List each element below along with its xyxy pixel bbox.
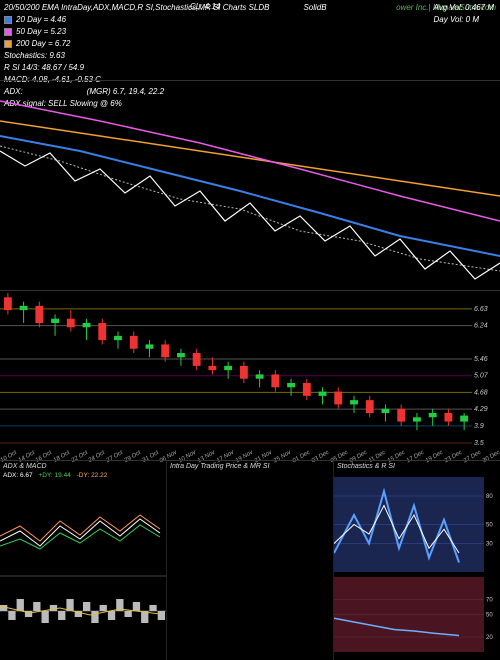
ema200-label: 200 Day = 6.72 [16,38,70,50]
stoch-title: Stochastics & R SI [334,461,500,472]
adx-metrics: ADX: 6.67 +DY: 19.44 -DY: 22.22 [0,472,166,481]
svg-text:50: 50 [486,613,493,619]
stochastics-panel: Stochastics & R SI 80 50 30 70 50 20 [334,461,500,660]
svg-text:6.63: 6.63 [474,306,488,313]
ema20-label: 20 Day = 4.46 [16,14,66,26]
stochastics-label: Stochastics: 9.63 [4,50,65,62]
header-block: 20/50/200 EMA IntraDay,ADX,MACD,R SI,Sto… [0,0,500,80]
ema-chart-svg [0,81,500,291]
header-title: 20/50/200 EMA IntraDay,ADX,MACD,R SI,Sto… [4,2,269,14]
ema-chart-panel [0,80,500,290]
rsi-label: R SI 14/3: 48.67 / 54.9 [4,62,84,74]
svg-text:20: 20 [486,635,493,641]
volume-block: Avg Vol: 0.467 M Day Vol: 0 M [434,2,494,26]
svg-text:3.9: 3.9 [474,423,484,430]
dy-minus: -DY: 22.22 [77,472,108,479]
svg-text:50: 50 [486,523,493,529]
ema50-swatch [4,28,12,36]
avg-vol: Avg Vol: 0.467 M [434,2,494,14]
adx-macd-svg [0,481,166,651]
intraday-panel: Intra Day Trading Price & MR SI [167,461,334,660]
intraday-title: Intra Day Trading Price & MR SI [167,461,333,472]
svg-text:3.5: 3.5 [474,440,484,446]
ema20-swatch [4,16,12,24]
adx-macd-title: ADX & MACD [0,461,166,472]
chart-page: 20/50/200 EMA IntraDay,ADX,MACD,R SI,Sto… [0,0,500,660]
adx-macd-panel: ADX & MACD ADX: 6.67 +DY: 19.44 -DY: 22.… [0,461,167,660]
dy-plus: +DY: 19.44 [38,472,70,479]
svg-text:4.68: 4.68 [474,389,488,396]
close-price: CL: 4.14 [190,2,220,11]
ema50-label: 50 Day = 5.23 [16,26,66,38]
svg-text:70: 70 [486,598,493,604]
adx-val: ADX: 6.67 [3,472,33,479]
svg-text:5.46: 5.46 [474,356,488,363]
bottom-panels: ADX & MACD ADX: 6.67 +DY: 19.44 -DY: 22.… [0,460,500,660]
price-chart-panel: 6.636.245.465.074.684.293.93.5 10 Oct14 … [0,290,500,460]
svg-text:4.29: 4.29 [474,406,488,413]
ticker-label: SolidB [303,2,326,14]
svg-text:5.07: 5.07 [474,373,489,380]
price-chart-svg: 6.63 6.24 5.46 5.07 4.68 4.29 3.9 3.5 [0,291,500,446]
stoch-svg: 80 50 30 70 50 20 [334,472,500,652]
ema200-swatch [4,40,12,48]
svg-text:80: 80 [486,494,493,500]
day-vol: Day Vol: 0 M [434,14,494,26]
svg-text:30: 30 [486,542,493,548]
svg-text:6.24: 6.24 [474,323,488,330]
